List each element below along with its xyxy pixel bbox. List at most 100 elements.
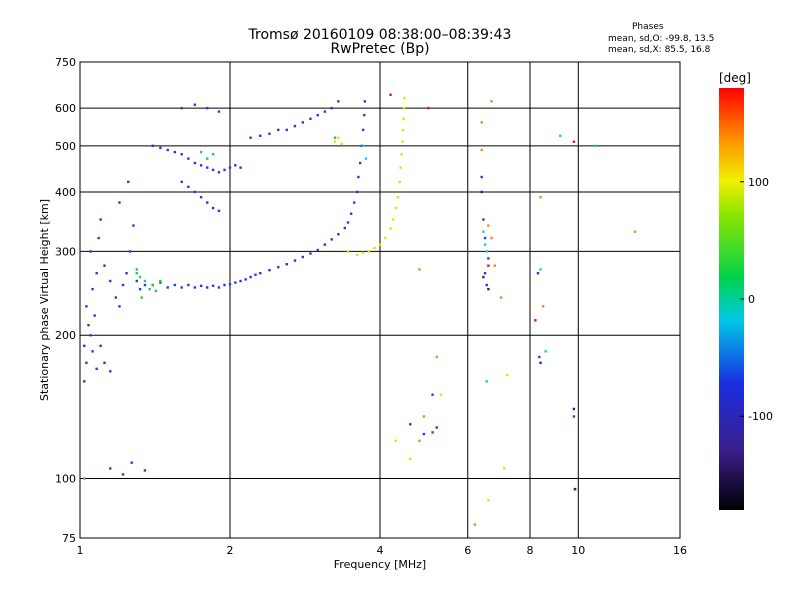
data-point [401,128,405,132]
colorbar-label: [deg] [719,71,751,85]
data-point [285,263,288,266]
data-point [487,224,490,227]
data-point [301,255,305,259]
data-point [573,487,577,491]
y-tick-label: 600 [55,102,76,115]
y-tick-label: 75 [62,532,76,545]
data-point [572,415,576,418]
data-point [485,283,488,287]
data-point [544,350,547,353]
colorbar [719,88,744,510]
data-point [399,166,402,169]
data-point [95,272,98,275]
data-point [166,148,169,152]
data-point [180,286,183,289]
data-point [389,227,392,230]
data-point [127,180,130,184]
data-point [135,272,138,275]
data-point [316,248,319,252]
plot-frame [79,61,681,539]
data-point [346,250,350,253]
data-point [109,467,112,470]
data-point [217,209,221,213]
data-point [633,230,637,233]
data-point [83,380,86,383]
data-point [193,103,197,106]
data-point [402,106,406,110]
data-point [431,431,434,434]
data-point [490,100,493,103]
data-point [121,283,125,287]
data-point [493,264,497,267]
data-point [128,250,132,253]
data-point [487,264,490,267]
data-point [355,190,359,194]
data-point [418,268,421,271]
data-point [138,287,142,291]
y-tick-label: 750 [55,56,76,69]
data-point [384,236,387,240]
data-point [482,275,485,279]
data-point [539,361,542,365]
data-point [114,296,118,299]
data-point [199,164,203,167]
data-point [487,499,490,502]
data-point [389,93,392,96]
data-point [159,279,162,283]
data-point [349,212,353,215]
data-point [333,140,337,143]
data-point [363,113,366,117]
data-point [505,373,509,377]
data-point [125,272,128,275]
data-point [199,195,203,199]
data-point [103,361,106,365]
data-point [337,233,340,236]
y-tick-label: 200 [55,329,76,342]
data-point [309,252,312,255]
data-point [193,190,197,194]
data-point [151,283,155,287]
data-point [364,157,368,160]
data-point [118,305,121,308]
chart-title-line2: RwPretec (Bp) [330,41,430,57]
data-point [422,415,426,418]
y-tick-label: 300 [55,245,76,258]
data-point [480,190,483,194]
data-point [355,253,359,257]
data-point [400,153,403,156]
y-axis-label: Stationary phase Virtual Height [km] [38,199,51,401]
colorbar-tick-label: 0 [748,293,755,306]
data-point [485,380,488,383]
data-point [352,201,356,204]
phase-x-stats: mean, sd,X: 85.5, 16.8 [608,45,711,55]
data-point [239,279,242,283]
data-point [132,224,135,227]
data-point [396,195,400,199]
data-point [337,136,340,139]
data-point [166,286,169,289]
phase-o-stats: mean, sd,O: -99.8, 13.5 [608,34,715,44]
data-point [148,287,151,291]
data-point [536,272,540,275]
data-point [343,226,347,230]
data-point [121,473,125,476]
data-point [439,393,443,396]
data-point [572,140,576,143]
data-point [95,367,98,371]
x-tick-label: 10 [571,544,585,557]
data-point [217,171,221,174]
data-point [159,146,162,150]
data-point [205,286,209,289]
data-point [143,283,147,287]
data-point [85,361,88,365]
data-point [330,238,333,241]
data-point [143,279,147,283]
data-point [211,284,215,288]
data-point [391,218,395,221]
data-point [277,128,280,132]
data-point [109,370,112,373]
data-point [239,166,242,169]
data-point [259,272,262,275]
data-point [205,166,209,169]
